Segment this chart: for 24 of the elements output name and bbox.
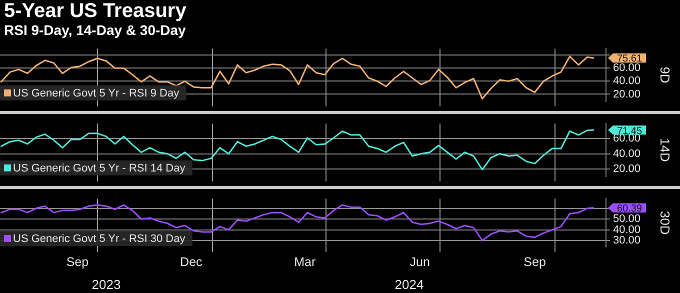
y-axis-title: 14D — [658, 138, 673, 162]
y-axis-title: 9D — [658, 66, 673, 84]
annotation: 60.39 — [617, 204, 642, 215]
text: 2024 — [394, 277, 424, 292]
y-tick-label: 40.00 — [613, 75, 641, 88]
legend-label: US Generic Govt 5 Yr - RSI 30 Day — [13, 233, 186, 246]
y-tick-label: 20.00 — [613, 88, 641, 100]
text: 2023 — [92, 277, 121, 292]
chart-subtitle: RSI 9-Day, 14-Day & 30-Day — [4, 22, 187, 38]
x-tick-label: Sep — [66, 254, 89, 269]
y-tick-label: 20.00 — [613, 162, 641, 175]
y-axis-title: 30D — [658, 210, 673, 235]
chart-title: 5-Year US Treasury — [4, 0, 188, 22]
y-tick-label: 40.00 — [613, 224, 641, 236]
x-tick-label: Sep — [524, 254, 546, 269]
y-tick-label: 30.00 — [613, 234, 641, 247]
y-tick-label: 40.00 — [613, 148, 641, 160]
x-tick-label: Jun — [410, 254, 430, 269]
y-tick-label: 60.00 — [613, 62, 641, 74]
legend-label: US Generic Govt 5 Yr - RSI 14 Day — [13, 162, 186, 174]
x-tick-label: Mar — [294, 254, 316, 269]
x-tick-label: Dec — [180, 254, 202, 269]
legend-label: US Generic Govt 5 Yr - RSI 9 Day — [13, 87, 180, 100]
y-tick-label: 50.00 — [613, 213, 641, 226]
